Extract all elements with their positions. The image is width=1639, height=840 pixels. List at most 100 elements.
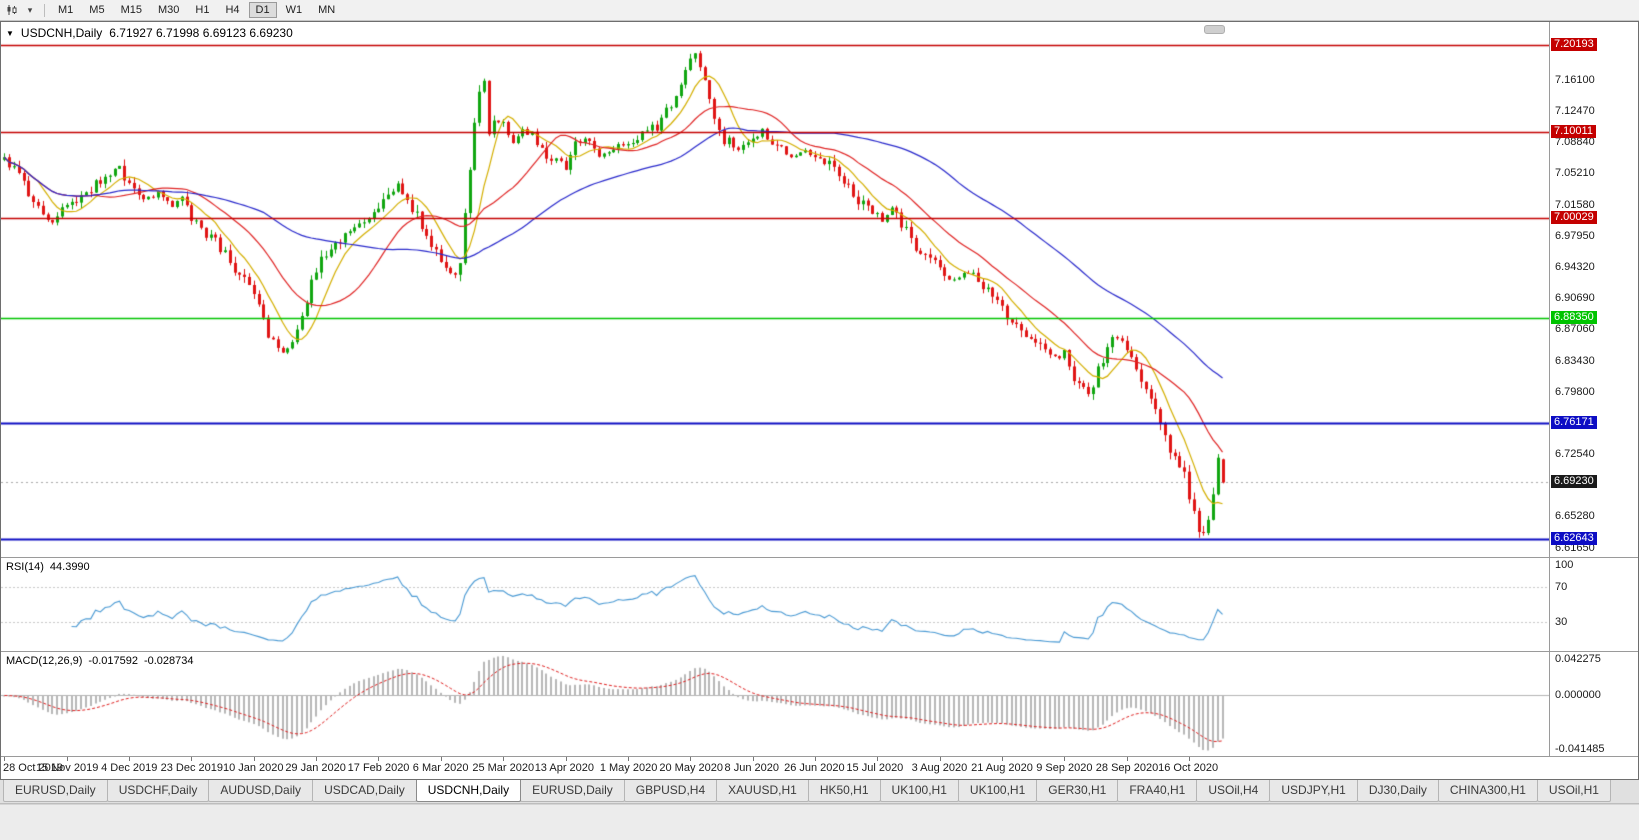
time-axis-tick [4, 757, 5, 761]
chart-tab-4-usdcnh-daily[interactable]: USDCNH,Daily [415, 780, 522, 802]
price-axis-label: 6.90690 [1555, 292, 1595, 305]
price-axis-label: 7.08840 [1555, 136, 1595, 149]
price-level-badge: 6.62643 [1551, 532, 1597, 546]
timeframe-button-w1[interactable]: W1 [285, 4, 303, 16]
chart-tab-6-gbpusd-h4[interactable]: GBPUSD,H4 [623, 780, 718, 802]
chart-type-button[interactable] [3, 2, 21, 18]
macd-axis-label: 0.000000 [1555, 689, 1601, 702]
timeframe-button-h1[interactable]: H1 [195, 4, 210, 16]
chart-tab-7-xauusd-h1[interactable]: XAUUSD,H1 [716, 780, 809, 802]
macd-axis-label: -0.041485 [1555, 743, 1605, 755]
price-level-badge: 7.10011 [1551, 125, 1596, 139]
rsi-axis-label: 30 [1555, 615, 1568, 628]
timeframe-button-h4[interactable]: H4 [225, 4, 240, 16]
chart-tab-5-eurusd-daily[interactable]: EURUSD,Daily [520, 780, 625, 802]
chart-tab-2-audusd-daily[interactable]: AUDUSD,Daily [208, 780, 314, 802]
price-level-badge: 6.76171 [1551, 415, 1597, 429]
time-axis-label: 25 Mar 2020 [472, 762, 535, 774]
macd-axis-label: 0.042275 [1555, 653, 1601, 665]
time-axis-label: 10 Jan 2020 [222, 762, 284, 774]
macd-main-value: -0.017592 [88, 655, 138, 667]
macd-indicator-label: MACD(12,26,9) -0.017592 -0.028734 [6, 655, 194, 667]
price-axis-label: 7.16100 [1555, 73, 1595, 86]
current-price-badge: 6.69230 [1551, 475, 1597, 489]
rsi-axis-label: 70 [1555, 581, 1568, 594]
chart-tab-12-fra40-h1[interactable]: FRA40,H1 [1117, 780, 1198, 802]
chart-tab-17-usoil-h1[interactable]: USOil,H1 [1536, 780, 1611, 802]
chart-dropdown-icon[interactable]: ▼ [6, 28, 14, 38]
rsi-name: RSI(14) [6, 561, 44, 573]
timeframe-button-m15[interactable]: M15 [120, 4, 142, 16]
time-axis-tick [877, 757, 878, 761]
chart-tab-0-eurusd-daily[interactable]: EURUSD,Daily [3, 780, 108, 802]
rsi-panel: 100 70 30 RSI(14) 44.3990 [1, 557, 1638, 651]
time-axis-tick [566, 757, 567, 761]
price-axis-label: 6.72540 [1555, 448, 1595, 461]
chart-tab-8-hk50-h1[interactable]: HK50,H1 [807, 780, 881, 802]
time-axis-tick [628, 757, 629, 761]
chart-ohlc-values: 6.71927 6.71998 6.69123 6.69230 [109, 26, 293, 40]
rsi-axis: 100 70 30 [1549, 558, 1638, 651]
chart-tab-16-china300-h1[interactable]: CHINA300,H1 [1437, 780, 1538, 802]
price-axis[interactable]: 7.16100 7.12470 7.08840 7.05210 7.01580 6.979… [1549, 22, 1638, 557]
macd-signal-value: -0.028734 [143, 655, 194, 667]
chart-tab-13-usoil-h4[interactable]: USOil,H4 [1196, 780, 1271, 802]
price-level-badge: 6.88350 [1551, 311, 1597, 325]
rsi-indicator-label: RSI(14) 44.3990 [6, 561, 90, 573]
price-chart-canvas[interactable] [1, 22, 1549, 557]
time-axis-label: 26 Jun 2020 [784, 762, 845, 774]
price-axis-label: 6.87060 [1555, 323, 1595, 336]
chart-title: ▼ USDCNH,Daily 6.71927 6.71998 6.69123 6… [6, 26, 293, 40]
price-level-badge: 7.00029 [1551, 210, 1597, 224]
time-axis-tick [1002, 757, 1003, 761]
time-axis-label: 1 May 2020 [599, 762, 658, 774]
status-bar [0, 804, 1639, 840]
price-level-badge: 7.20193 [1551, 37, 1597, 51]
timeframe-button-m30[interactable]: M30 [157, 4, 180, 16]
time-axis-label: 13 Apr 2020 [534, 762, 595, 774]
chart-tab-9-uk100-h1[interactable]: UK100,H1 [879, 780, 959, 802]
time-axis-label: 4 Dec 2019 [101, 762, 158, 774]
price-axis-label: 6.79800 [1555, 385, 1595, 398]
time-axis-label: 21 Aug 2020 [971, 762, 1033, 774]
time-axis-label: 9 Sep 2020 [1036, 762, 1093, 774]
rsi-chart-canvas[interactable] [1, 558, 1549, 651]
price-axis-label: 6.83430 [1555, 354, 1595, 367]
time-axis-tick [940, 757, 941, 761]
time-axis-label: 15 Jul 2020 [846, 762, 904, 774]
chart-tab-3-usdcad-daily[interactable]: USDCAD,Daily [312, 780, 417, 802]
price-axis-label: 6.94320 [1555, 261, 1595, 273]
timeframe-button-d1[interactable]: D1 [248, 2, 277, 18]
time-axis-label: 29 Jan 2020 [285, 762, 346, 774]
timeframe-button-m5[interactable]: M5 [89, 4, 105, 16]
macd-chart-canvas[interactable] [1, 652, 1549, 756]
time-axis-label: 28 Sep 2020 [1095, 762, 1159, 774]
chart-tab-11-ger30-h1[interactable]: GER30,H1 [1036, 780, 1119, 802]
price-axis-label: 7.12470 [1555, 105, 1595, 118]
timeframe-button-mn[interactable]: MN [318, 4, 336, 16]
time-axis-label: 23 Dec 2019 [160, 762, 224, 774]
chart-tab-14-usdjpy-h1[interactable]: USDJPY,H1 [1269, 780, 1358, 802]
macd-name: MACD(12,26,9) [6, 655, 83, 667]
candlestick-chart-icon [7, 5, 17, 15]
time-axis-label: 8 Jun 2020 [724, 762, 779, 774]
timeframe-toolbar: ▾ M1 M5 M15 M30 H1 H4 D1 W1 MN [0, 0, 1639, 21]
chart-type-dropdown-icon[interactable]: ▾ [27, 4, 33, 15]
time-axis-tick [441, 757, 442, 761]
chart-tab-1-usdchf-daily[interactable]: USDCHF,Daily [106, 780, 210, 802]
rsi-value: 44.3990 [49, 561, 90, 573]
time-axis-tick [254, 757, 255, 761]
chart-tab-15-dj30-daily[interactable]: DJ30,Daily [1356, 780, 1439, 802]
timeframe-button-m1[interactable]: M1 [58, 4, 74, 16]
toolbar-separator [44, 3, 45, 17]
chart-scrollbar-thumb[interactable] [1204, 25, 1225, 34]
price-axis-label: 7.05210 [1555, 167, 1595, 180]
time-axis-label: 20 May 2020 [659, 762, 723, 774]
time-axis-tick [690, 757, 691, 761]
macd-axis: 0.042275 0.000000 -0.041485 [1549, 652, 1638, 756]
time-axis[interactable]: 28 Oct 2019 15 Nov 2019 4 Dec 2019 23 Dec 2… [1, 756, 1638, 779]
timeframe-buttons: M1 M5 M15 M30 H1 H4 D1 W1 MN [50, 2, 343, 18]
chart-symbol-label: USDCNH,Daily [20, 26, 103, 40]
chart-tab-10-uk100-h1[interactable]: UK100,H1 [957, 780, 1038, 802]
